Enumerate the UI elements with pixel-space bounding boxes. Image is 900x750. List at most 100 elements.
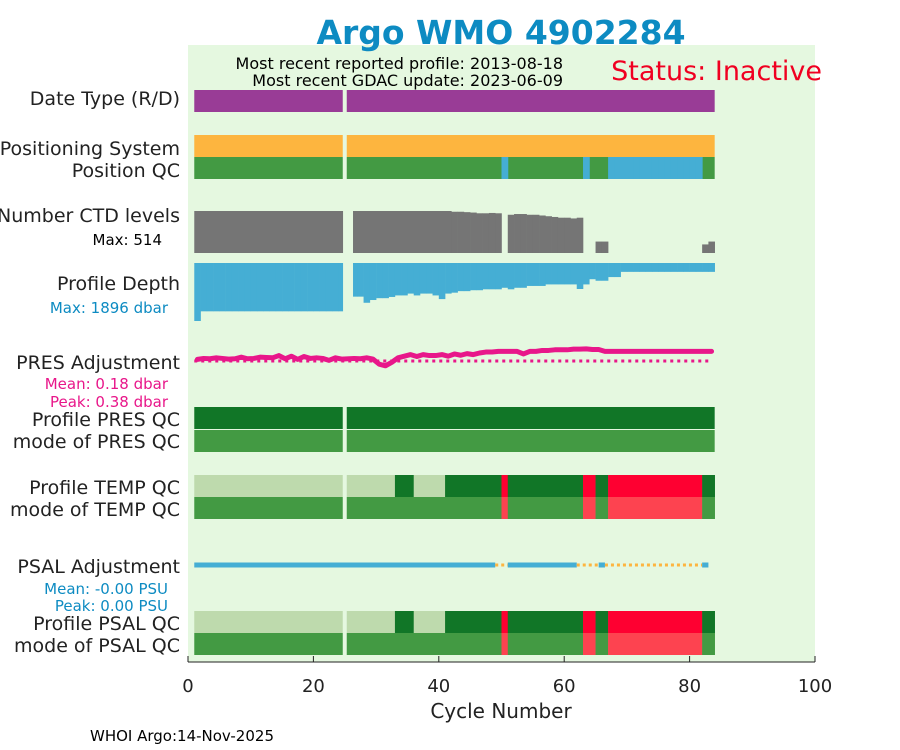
depth-bar-60 xyxy=(564,263,571,285)
ctd-bar-6 xyxy=(476,213,483,253)
depth-bar-23 xyxy=(332,263,339,312)
date-type-bar-a xyxy=(194,90,343,112)
depth-bar-54 xyxy=(526,263,534,286)
depth-bar-74 xyxy=(651,263,659,272)
mode-psal-qc-seg-1 xyxy=(501,633,509,655)
ctd-bar-19 xyxy=(564,217,571,253)
mode-psal-qc-seg-5 xyxy=(608,633,703,655)
mode-temp-qc-seg-4 xyxy=(595,497,609,519)
depth-bar-44 xyxy=(463,263,471,292)
depth-bar-35 xyxy=(407,263,415,294)
position-qc-flag-67 xyxy=(608,157,615,179)
row-label-profile-temp-qc: Profile TEMP QC xyxy=(29,477,180,499)
depth-bar-15 xyxy=(282,263,289,312)
depth-bar-69 xyxy=(620,263,628,272)
position-qc-flag-81 xyxy=(695,157,703,179)
depth-bar-40 xyxy=(438,263,446,300)
depth-bar-8 xyxy=(238,263,245,312)
position-qc-flag-75 xyxy=(658,157,666,179)
ctd-bar-18 xyxy=(557,217,565,253)
depth-bar-31 xyxy=(382,263,389,299)
depth-bar-6 xyxy=(225,263,233,312)
depth-bar-3 xyxy=(206,263,214,312)
depth-bar-48 xyxy=(488,263,496,290)
mode-temp-qc-seg-5 xyxy=(608,497,703,519)
ctd-bar-2 xyxy=(451,211,458,253)
depth-bar-61 xyxy=(570,263,578,285)
profile-temp-qc-seg-9 xyxy=(702,475,715,497)
depth-bar-38 xyxy=(426,263,433,294)
mode-temp-qc-seg-6 xyxy=(702,497,715,519)
depth-bar-18 xyxy=(300,263,308,312)
chart-title: Argo WMO 4902284 xyxy=(316,13,685,52)
position-qc-flag-73 xyxy=(645,157,653,179)
x-tick-label-80: 80 xyxy=(678,676,701,697)
x-tick-label-100: 100 xyxy=(798,676,832,697)
row-label-psal-adjustment: PSAL Adjustment xyxy=(17,556,180,578)
depth-bar-12 xyxy=(263,263,270,312)
mode-psal-qc-seg-4 xyxy=(595,633,609,655)
depth-bar-46 xyxy=(476,263,483,291)
x-tick-label-0: 0 xyxy=(182,676,193,697)
row-label-position-qc: Position QC xyxy=(72,160,180,182)
depth-bar-52 xyxy=(514,263,521,288)
most-recent-profile: Most recent reported profile: 2013-08-18 xyxy=(236,54,563,73)
mode-temp-qc-seg-0-a xyxy=(194,497,343,519)
position-qc-flag-69 xyxy=(620,157,628,179)
profile-psal-qc-seg-8 xyxy=(608,611,703,633)
ctd-bar-0 xyxy=(194,211,344,253)
mode-temp-qc-seg-3 xyxy=(583,497,596,519)
profile-pres-qc-bar-a xyxy=(194,407,343,429)
mode-temp-qc-seg-1 xyxy=(501,497,509,519)
ctd-bar-17 xyxy=(551,216,559,253)
ctd-bar-11 xyxy=(514,214,521,253)
row-label-mode-psal-qc: mode of PSAL QC xyxy=(14,635,180,657)
row-label-pres-adjustment: PRES Adjustment xyxy=(16,352,180,374)
position-qc-flag-70 xyxy=(626,157,634,179)
ctd-bar-16 xyxy=(545,216,552,253)
depth-bar-51 xyxy=(507,263,515,290)
depth-bar-33 xyxy=(394,263,402,296)
profile-psal-qc-seg-7 xyxy=(595,611,609,633)
mode-temp-qc-seg-2 xyxy=(507,497,584,519)
depth-bar-62 xyxy=(576,263,584,290)
position-qc-flag-80 xyxy=(689,157,697,179)
depth-bar-59 xyxy=(557,263,565,285)
ctd-bar-24 xyxy=(702,244,709,253)
depth-bar-49 xyxy=(495,263,502,290)
positioning-bar-b xyxy=(346,135,715,157)
depth-bar-67 xyxy=(608,263,615,278)
depth-bar-58 xyxy=(551,263,559,285)
depth-bar-13 xyxy=(269,263,277,312)
ctd-bar-12 xyxy=(520,214,527,253)
profile-temp-qc-seg-2 xyxy=(413,475,446,497)
profile-psal-qc-seg-4 xyxy=(501,611,509,633)
depth-bar-16 xyxy=(288,263,295,312)
depth-bar-32 xyxy=(388,263,396,297)
ctd-bar-8 xyxy=(488,212,496,253)
status-label: Status: Inactive xyxy=(611,56,822,87)
pres-mean-label: Mean: 0.18 dbar xyxy=(45,375,169,393)
depth-bar-1 xyxy=(194,263,201,321)
position-qc-flag-76 xyxy=(664,157,672,179)
footer-credit: WHOI Argo:14-Nov-2025 xyxy=(90,727,274,745)
depth-bar-65 xyxy=(595,263,603,281)
depth-bar-41 xyxy=(445,263,452,294)
pres-adjustment-line xyxy=(194,346,715,369)
depth-bar-76 xyxy=(664,263,672,272)
ctd-bar-21 xyxy=(576,217,584,253)
row-label-profile-depth: Profile Depth xyxy=(57,273,180,295)
profile-psal-qc-seg-2 xyxy=(413,611,446,633)
position-qc-flag-77 xyxy=(670,157,678,179)
depth-bar-64 xyxy=(589,263,596,280)
profile-temp-qc-seg-3 xyxy=(445,475,502,497)
depth-bar-75 xyxy=(658,263,665,272)
profile-temp-qc-seg-7 xyxy=(595,475,609,497)
row-label-mode-temp-qc: mode of TEMP QC xyxy=(10,499,180,521)
depth-bar-30 xyxy=(376,263,383,299)
x-tick-label-40: 40 xyxy=(427,676,450,697)
ctd-bar-15 xyxy=(539,215,546,253)
profile-psal-qc-seg-6 xyxy=(583,611,596,633)
depth-bar-10 xyxy=(250,263,258,312)
depth-bar-43 xyxy=(457,263,465,292)
